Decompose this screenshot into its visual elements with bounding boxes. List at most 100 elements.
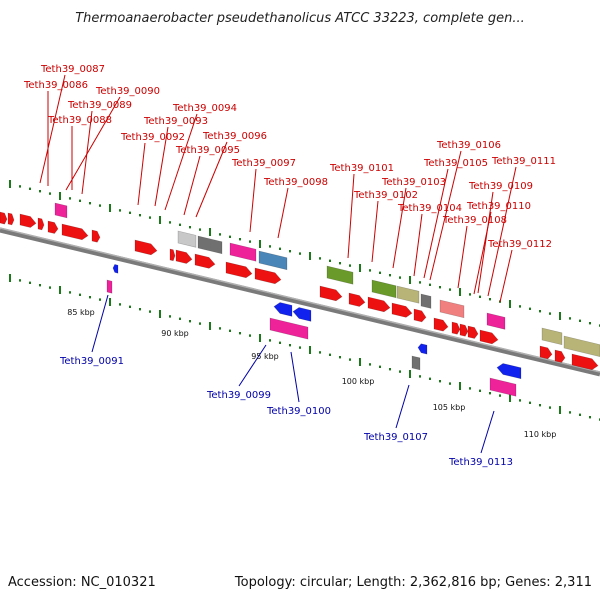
gene-label-reverse: Teth39_0099 — [206, 390, 271, 401]
leader-line — [137, 142, 146, 206]
gene-cds-forward — [7, 212, 15, 226]
leader-line — [290, 351, 300, 403]
gene-cds-forward — [413, 308, 427, 323]
gene-cds-forward — [348, 292, 366, 307]
leader-line — [395, 384, 410, 429]
genome-summary-text: Topology: circular; Length: 2,362,816 bp… — [234, 575, 592, 590]
gene-cds-forward — [175, 249, 193, 264]
gene-cds-forward — [554, 349, 566, 363]
gene-cds-forward — [391, 302, 413, 318]
gene-label-forward: Teth39_0104 — [397, 203, 462, 214]
gene-cds-forward — [479, 329, 499, 345]
gene-feature-magenta — [489, 377, 517, 397]
leader-line — [392, 187, 407, 269]
leader-line — [413, 213, 423, 277]
scale-label: 100 kbp — [342, 377, 375, 386]
gene-label-forward: Teth39_0110 — [466, 201, 531, 212]
scale-label: 90 kbp — [161, 329, 189, 338]
gene-label-forward: Teth39_0109 — [468, 181, 533, 192]
gene-feature-magenta — [229, 242, 257, 262]
gene-label-forward: Teth39_0101 — [329, 163, 394, 174]
leader-line — [423, 168, 449, 279]
gene-cds-forward — [61, 223, 89, 241]
leader-line — [39, 74, 66, 184]
gene-label-reverse: Teth39_0100 — [266, 406, 331, 417]
gene-feature-khaki — [563, 335, 600, 357]
gene-label-forward: Teth39_0087 — [40, 64, 105, 75]
leader-line — [249, 168, 257, 233]
leader-line — [480, 410, 495, 454]
gene-cds-forward — [467, 325, 479, 339]
gene-label-forward: Teth39_0108 — [442, 215, 507, 226]
tick-marks — [9, 180, 600, 421]
gene-cds-forward — [319, 285, 343, 302]
gene-cds-forward — [367, 296, 391, 313]
gene-reverse-blue — [417, 343, 428, 355]
gene-label-forward: Teth39_0089 — [67, 100, 132, 111]
gene-cds-forward — [37, 217, 45, 231]
leader-line — [65, 96, 121, 191]
gene-label-forward: Teth39_0098 — [263, 177, 328, 188]
gene-feature-magenta — [486, 312, 506, 330]
scale-label: 105 kbp — [433, 403, 466, 412]
gene-cds-forward — [91, 229, 101, 243]
gene-cds-forward — [459, 323, 469, 337]
leader-line — [371, 200, 379, 263]
leader-line — [81, 110, 93, 195]
leader-line — [347, 173, 355, 259]
gene-label-forward: Teth39_0096 — [202, 131, 267, 142]
gene-feature-khaki — [396, 285, 420, 304]
scale-labels: 85 kbp 90 kbp 95 kbp 100 kbp 105 kbp 110 kbp — [67, 308, 556, 439]
gene-label-forward: Teth39_0112 — [487, 239, 552, 250]
leader-line — [195, 141, 228, 218]
scale-label: 110 kbp — [524, 430, 557, 439]
accession-text: Accession: NC_010321 — [8, 575, 156, 590]
gene-label-forward: Teth39_0086 — [23, 80, 88, 91]
gene-cds-forward — [571, 353, 599, 371]
gene-reverse-blue — [496, 363, 522, 380]
gene-label-reverse: Teth39_0107 — [363, 432, 428, 443]
leader-line — [473, 211, 492, 295]
gene-feature-steel-blue — [258, 250, 288, 271]
gene-label-forward: Teth39_0103 — [381, 177, 446, 188]
leader-line — [164, 113, 198, 211]
gene-cds-forward — [134, 239, 158, 256]
leader-line — [499, 249, 513, 303]
gene-cds-forward — [0, 211, 8, 225]
gene-feature-dark-gray — [411, 355, 421, 371]
gene-feature-khaki — [541, 327, 563, 346]
gene-cds-forward — [19, 213, 37, 228]
leader-line — [183, 155, 201, 216]
leader-line — [91, 294, 109, 353]
gene-cds-forward — [254, 267, 282, 285]
gene-cds-forward — [47, 220, 59, 234]
gene-label-forward: Teth39_0105 — [423, 158, 488, 169]
gene-feature-dark-gray — [197, 235, 223, 255]
gene-label-forward: Teth39_0095 — [175, 145, 240, 156]
gene-reverse-blue — [292, 307, 312, 322]
gene-label-forward: Teth39_0097 — [231, 158, 296, 169]
gene-reverse-blue — [112, 264, 119, 274]
gene-cds-forward — [225, 261, 253, 279]
leader-line — [429, 150, 462, 281]
gene-feature-magenta — [54, 202, 68, 219]
gene-cds-forward — [451, 321, 461, 335]
gene-labels: Teth39_0087 Teth39_0086 Teth39_0090 Teth39_… — [23, 64, 556, 468]
leader-line — [457, 225, 468, 289]
gene-label-forward: Teth39_0111 — [491, 156, 556, 167]
gene-label-reverse: Teth39_0091 — [59, 356, 124, 367]
gene-label-forward: Teth39_0102 — [353, 190, 418, 201]
leader-line — [277, 187, 289, 239]
leader-line — [487, 166, 517, 297]
gene-label-forward: Teth39_0093 — [143, 116, 208, 127]
leader-line — [477, 191, 494, 294]
gene-feature-salmon — [439, 299, 465, 319]
gene-label-forward: Teth39_0106 — [436, 140, 501, 151]
gene-label-forward: Teth39_0094 — [172, 103, 237, 114]
gene-label-forward: Teth39_0088 — [47, 115, 112, 126]
gene-feature-dark-gray — [420, 293, 432, 309]
gene-feature-olive — [371, 279, 397, 299]
map-title: Thermoanaerobacter pseudethanolicus ATCC… — [75, 11, 525, 26]
gene-feature-olive — [326, 265, 354, 285]
